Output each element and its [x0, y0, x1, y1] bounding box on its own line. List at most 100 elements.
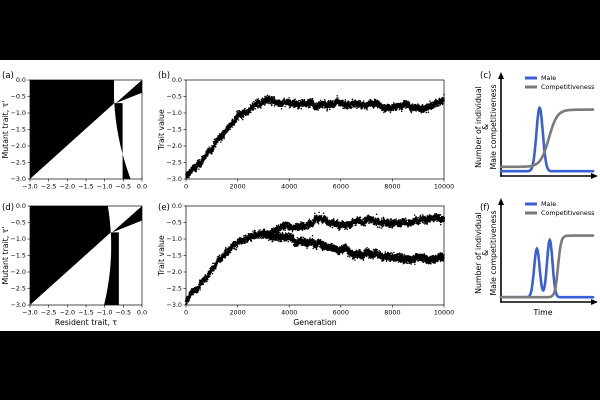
data-point [439, 104, 442, 106]
invasion-region [104, 232, 119, 305]
data-point [351, 98, 354, 101]
data-point [221, 257, 224, 260]
data-point [311, 97, 314, 100]
data-point [206, 155, 209, 157]
data-point [294, 98, 296, 100]
y-tick-label: 0.0 [172, 76, 182, 84]
data-point [305, 106, 308, 108]
axes-frame [185, 79, 445, 180]
x-tick-label: 4000 [281, 183, 297, 191]
data-point [237, 117, 239, 119]
data-point [280, 108, 283, 110]
data-point [202, 154, 204, 157]
y-tick-label: −0.5 [10, 93, 26, 101]
figure-svg: −3.0 −2.5 −2.0 −1.5 −1.0 −0.5 0.0−3.0−2.5−2.0−… [1, 71, 598, 327]
data-point [200, 166, 202, 168]
data-point [236, 118, 239, 121]
data-point [348, 101, 350, 103]
data-point [213, 269, 215, 272]
data-point [430, 102, 433, 104]
non-invasion-region [113, 80, 142, 104]
data-point [357, 100, 360, 102]
data-point [260, 107, 262, 109]
data-point [415, 110, 417, 112]
data-point [191, 172, 193, 174]
non-invasion-region [107, 206, 142, 233]
data-point [208, 146, 210, 148]
y-tick-label: −3.0 [10, 301, 26, 309]
data-point [309, 97, 312, 100]
data-point [372, 107, 375, 109]
data-point [400, 110, 403, 113]
x-tick-label: −2.5 [41, 183, 57, 191]
data-point [211, 272, 214, 275]
data-point [266, 94, 268, 97]
x-tick-label: 0.0 [137, 309, 147, 317]
data-point [237, 110, 239, 112]
y-tick-label: −1.5 [10, 252, 26, 260]
data-point [213, 138, 216, 140]
data-point [250, 111, 252, 114]
figure: −3.0 −2.5 −2.0 −1.5 −1.0 −0.5 0.0 −3.0 −2.5 −2.0−… [0, 60, 600, 331]
data-point [234, 122, 236, 124]
axes-frame [29, 205, 143, 306]
data-point [237, 119, 240, 121]
x-tick-label: 2000 [229, 183, 245, 191]
data-point [217, 141, 219, 144]
y-tick-label: −2.0 [10, 142, 26, 150]
data-point [211, 152, 213, 155]
data-point [207, 278, 209, 281]
y-tick-label: −3.0 [166, 175, 182, 183]
data-point [192, 293, 194, 296]
data-point [337, 97, 339, 99]
data-point [260, 99, 263, 102]
data-point [205, 157, 207, 159]
x-tick-label: −0.5 [116, 183, 132, 191]
data-point [212, 150, 214, 153]
data-point [331, 101, 334, 103]
data-point [303, 99, 306, 102]
y-tick-label: −3.0 [10, 175, 26, 183]
data-point [278, 99, 281, 101]
data-point [194, 163, 197, 166]
data-point [393, 101, 395, 104]
x-tick-label: −2.0 [60, 309, 76, 317]
x-tick-label: −1.5 [78, 183, 94, 191]
pip-chart-a: −3.0 −2.5 −2.0 −1.5 −1.0 −0.5 0.0−3.0−2.5−2.0−… [1, 76, 147, 190]
data-point [404, 99, 406, 102]
y-axis-label: Trait value [157, 109, 166, 151]
data-point [427, 111, 430, 114]
x-tick-label: −1.0 [97, 309, 113, 317]
y-axis-label: Mutant trait, τ' [1, 226, 10, 284]
data-point [398, 108, 401, 111]
x-tick-label: −0.5 [116, 309, 132, 317]
y-tick-label: −2.5 [10, 285, 26, 293]
data-point [199, 287, 201, 289]
x-tick-label: −2.5 [41, 309, 57, 317]
data-point [198, 158, 201, 161]
y-tick-label: −2.5 [166, 159, 182, 167]
data-point [232, 118, 234, 121]
data-point [315, 102, 318, 104]
y-tick-label: 0.0 [16, 76, 26, 84]
data-point [344, 100, 347, 103]
data-point [231, 126, 234, 128]
data-point [261, 97, 264, 99]
data-point [326, 110, 328, 112]
data-point [195, 169, 198, 171]
data-point [326, 108, 329, 110]
x-tick-label: −1.0 [97, 183, 113, 191]
data-point [329, 108, 331, 111]
data-point [252, 108, 255, 111]
y-tick-label: −2.0 [166, 142, 182, 150]
x-tick-label: 0.0 [137, 183, 147, 191]
data-point [375, 105, 378, 107]
data-point [209, 275, 211, 278]
data-point [236, 117, 238, 119]
data-point [382, 109, 384, 112]
y-axis-label: Mutant trait, τ' [1, 100, 10, 158]
invasion-region [114, 103, 131, 179]
invasion-region [30, 206, 111, 305]
data-point [196, 159, 199, 162]
data-point [214, 267, 217, 270]
